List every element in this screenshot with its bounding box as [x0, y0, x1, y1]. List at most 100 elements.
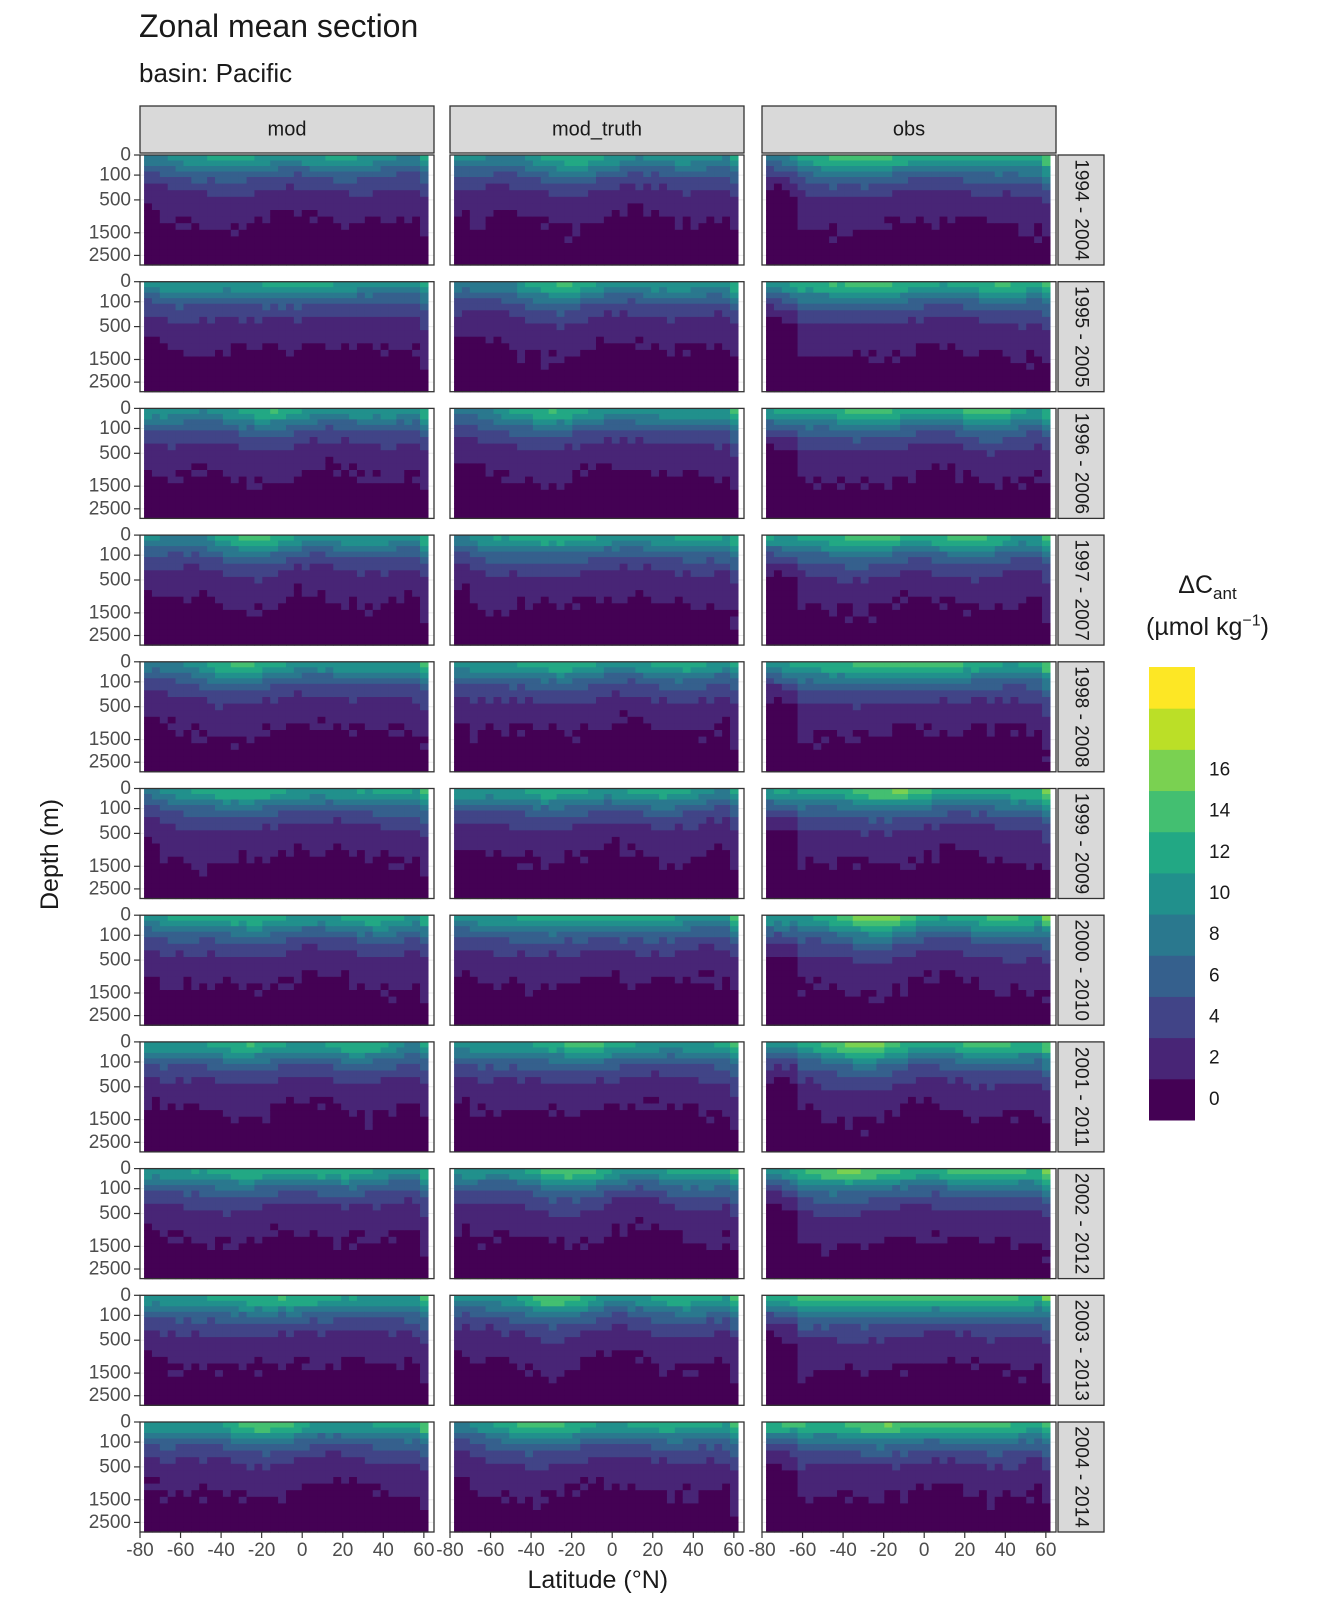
field-cell — [963, 369, 972, 377]
field-cell — [199, 223, 208, 231]
field-cell — [805, 343, 814, 351]
field-cell — [963, 287, 972, 294]
y-tick-label: 500 — [99, 316, 131, 337]
field-cell — [317, 456, 327, 464]
field-cell — [262, 223, 271, 231]
field-cell — [144, 470, 153, 478]
field-cell — [207, 386, 216, 391]
field-cell — [915, 160, 925, 167]
field-cell — [199, 356, 208, 364]
field-cell — [813, 203, 822, 211]
field-cell — [469, 255, 479, 261]
field-cell — [356, 381, 366, 387]
field-cell — [564, 216, 573, 224]
field-cell — [230, 496, 240, 504]
field-cell — [955, 336, 964, 344]
field-cell — [222, 443, 232, 451]
field-cell — [246, 316, 256, 325]
field-cell — [469, 196, 479, 204]
field-cell — [978, 381, 988, 387]
field-cell — [682, 376, 692, 383]
field-cell — [404, 316, 413, 325]
field-cell — [844, 310, 854, 318]
field-cell — [199, 243, 208, 251]
field-cell — [262, 443, 271, 451]
field-cell — [829, 298, 838, 305]
field-cell — [420, 512, 429, 517]
field-cell — [572, 349, 581, 358]
field-cell — [821, 376, 830, 383]
field-cell — [1002, 363, 1012, 371]
field-cell — [183, 496, 192, 504]
field-cell — [603, 249, 613, 256]
field-cell — [215, 386, 224, 391]
field-cell — [789, 155, 799, 162]
field-cell — [477, 310, 487, 318]
field-cell — [1042, 363, 1051, 371]
field-cell — [159, 196, 169, 204]
field-cell — [461, 236, 471, 244]
field-cell — [215, 262, 224, 266]
field-cell — [994, 281, 1004, 288]
field-cell — [144, 196, 153, 204]
field-cell — [317, 166, 327, 173]
field-cell — [469, 343, 479, 351]
field-cell — [698, 177, 707, 185]
field-cell — [978, 236, 988, 244]
field-cell — [380, 255, 390, 261]
field-cell — [611, 316, 621, 325]
field-cell — [963, 155, 972, 162]
field-cell — [852, 287, 862, 294]
field-cell — [364, 489, 374, 497]
field-cell — [501, 203, 510, 211]
field-cell — [144, 330, 153, 338]
field-cell — [963, 281, 972, 288]
field-cell — [333, 408, 342, 415]
field-cell — [159, 476, 169, 484]
field-cell — [947, 343, 956, 351]
field-cell — [420, 503, 429, 510]
field-cell — [325, 496, 334, 504]
field-cell — [341, 349, 350, 358]
field-cell — [844, 203, 854, 211]
field-cell — [907, 216, 917, 224]
field-cell — [461, 155, 471, 162]
field-cell — [797, 177, 807, 185]
field-cell — [175, 363, 185, 371]
field-cell — [588, 316, 597, 325]
field-cell — [860, 229, 870, 237]
field-cell — [341, 229, 350, 237]
field-cell — [222, 424, 232, 431]
field-cell — [262, 303, 271, 311]
field-cell — [797, 336, 807, 344]
field-cell — [1042, 343, 1051, 351]
field-cell — [167, 424, 177, 431]
field-cell — [144, 349, 153, 358]
field-cell — [356, 470, 366, 478]
field-cell — [349, 210, 358, 218]
field-cell — [813, 356, 822, 364]
field-cell — [222, 470, 232, 478]
field-cell — [420, 489, 429, 497]
field-cell — [963, 249, 972, 256]
field-cell — [175, 255, 185, 261]
field-cell — [501, 386, 510, 391]
field-cell — [611, 203, 621, 211]
field-cell — [971, 183, 980, 191]
field-cell — [580, 171, 589, 178]
legend-title: ΔCant (µmol kg−1) — [1146, 565, 1269, 647]
field-cell — [341, 386, 350, 391]
field-cell — [246, 190, 256, 198]
field-cell — [380, 413, 390, 420]
field-cell — [900, 292, 909, 299]
field-cell — [246, 376, 256, 383]
field-cell — [199, 496, 208, 504]
field-cell — [175, 389, 185, 393]
field-cell — [159, 512, 169, 517]
field-cell — [595, 343, 605, 351]
field-cell — [674, 336, 684, 344]
field-cell — [230, 483, 240, 491]
field-cell — [915, 171, 925, 178]
field-cell — [868, 196, 878, 204]
field-cell — [341, 463, 350, 471]
